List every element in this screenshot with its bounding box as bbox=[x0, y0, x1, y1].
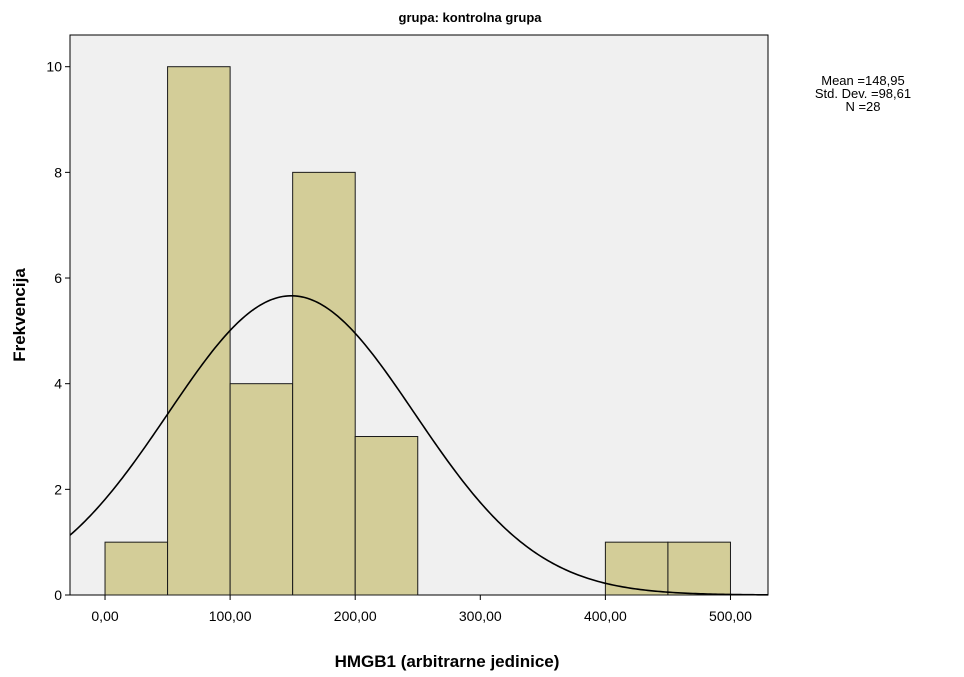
y-tick-label-0: 0 bbox=[54, 587, 62, 603]
y-tick-label-1: 2 bbox=[54, 481, 62, 497]
chart-title: grupa: kontrolna grupa bbox=[399, 10, 543, 25]
y-axis: 0 2 4 6 8 10 bbox=[46, 59, 70, 603]
histogram-bar-4 bbox=[354, 436, 419, 596]
y-tick-label-3: 6 bbox=[54, 270, 62, 286]
y-axis-label: Frekvencija bbox=[10, 268, 29, 362]
std-dev-stat: Std. Dev. =98,61 bbox=[814, 86, 912, 101]
x-tick-label-5: 500,00 bbox=[709, 608, 752, 624]
x-axis: 0,00 100,00 200,00 300,00 400,00 500,00 bbox=[91, 595, 752, 624]
normal-curve bbox=[69, 294, 769, 596]
histogram-bars bbox=[104, 66, 731, 596]
histogram-bar-2 bbox=[229, 383, 294, 596]
histogram-bar-9 bbox=[667, 541, 731, 596]
x-axis-label: HMGB1 (arbitrarne jedinice) bbox=[335, 652, 560, 671]
x-tick-label-4: 400,00 bbox=[584, 608, 627, 624]
y-tick-label-2: 4 bbox=[54, 376, 62, 392]
y-tick-label-5: 10 bbox=[46, 59, 62, 75]
histogram-bar-3 bbox=[292, 171, 356, 596]
x-tick-label-0: 0,00 bbox=[91, 608, 118, 624]
histogram-bar-1 bbox=[167, 66, 231, 596]
x-tick-label-3: 300,00 bbox=[459, 608, 502, 624]
statistics-box: Mean =148,95 Std. Dev. =98,61 N =28 bbox=[808, 74, 918, 113]
histogram-bar-8 bbox=[604, 541, 669, 596]
mean-stat: Mean =148,95 bbox=[821, 73, 905, 88]
x-tick-label-1: 100,00 bbox=[209, 608, 252, 624]
histogram-bar-0 bbox=[104, 541, 169, 596]
n-stat: N =28 bbox=[845, 99, 881, 114]
x-tick-label-2: 200,00 bbox=[334, 608, 377, 624]
y-tick-label-4: 8 bbox=[54, 164, 62, 180]
